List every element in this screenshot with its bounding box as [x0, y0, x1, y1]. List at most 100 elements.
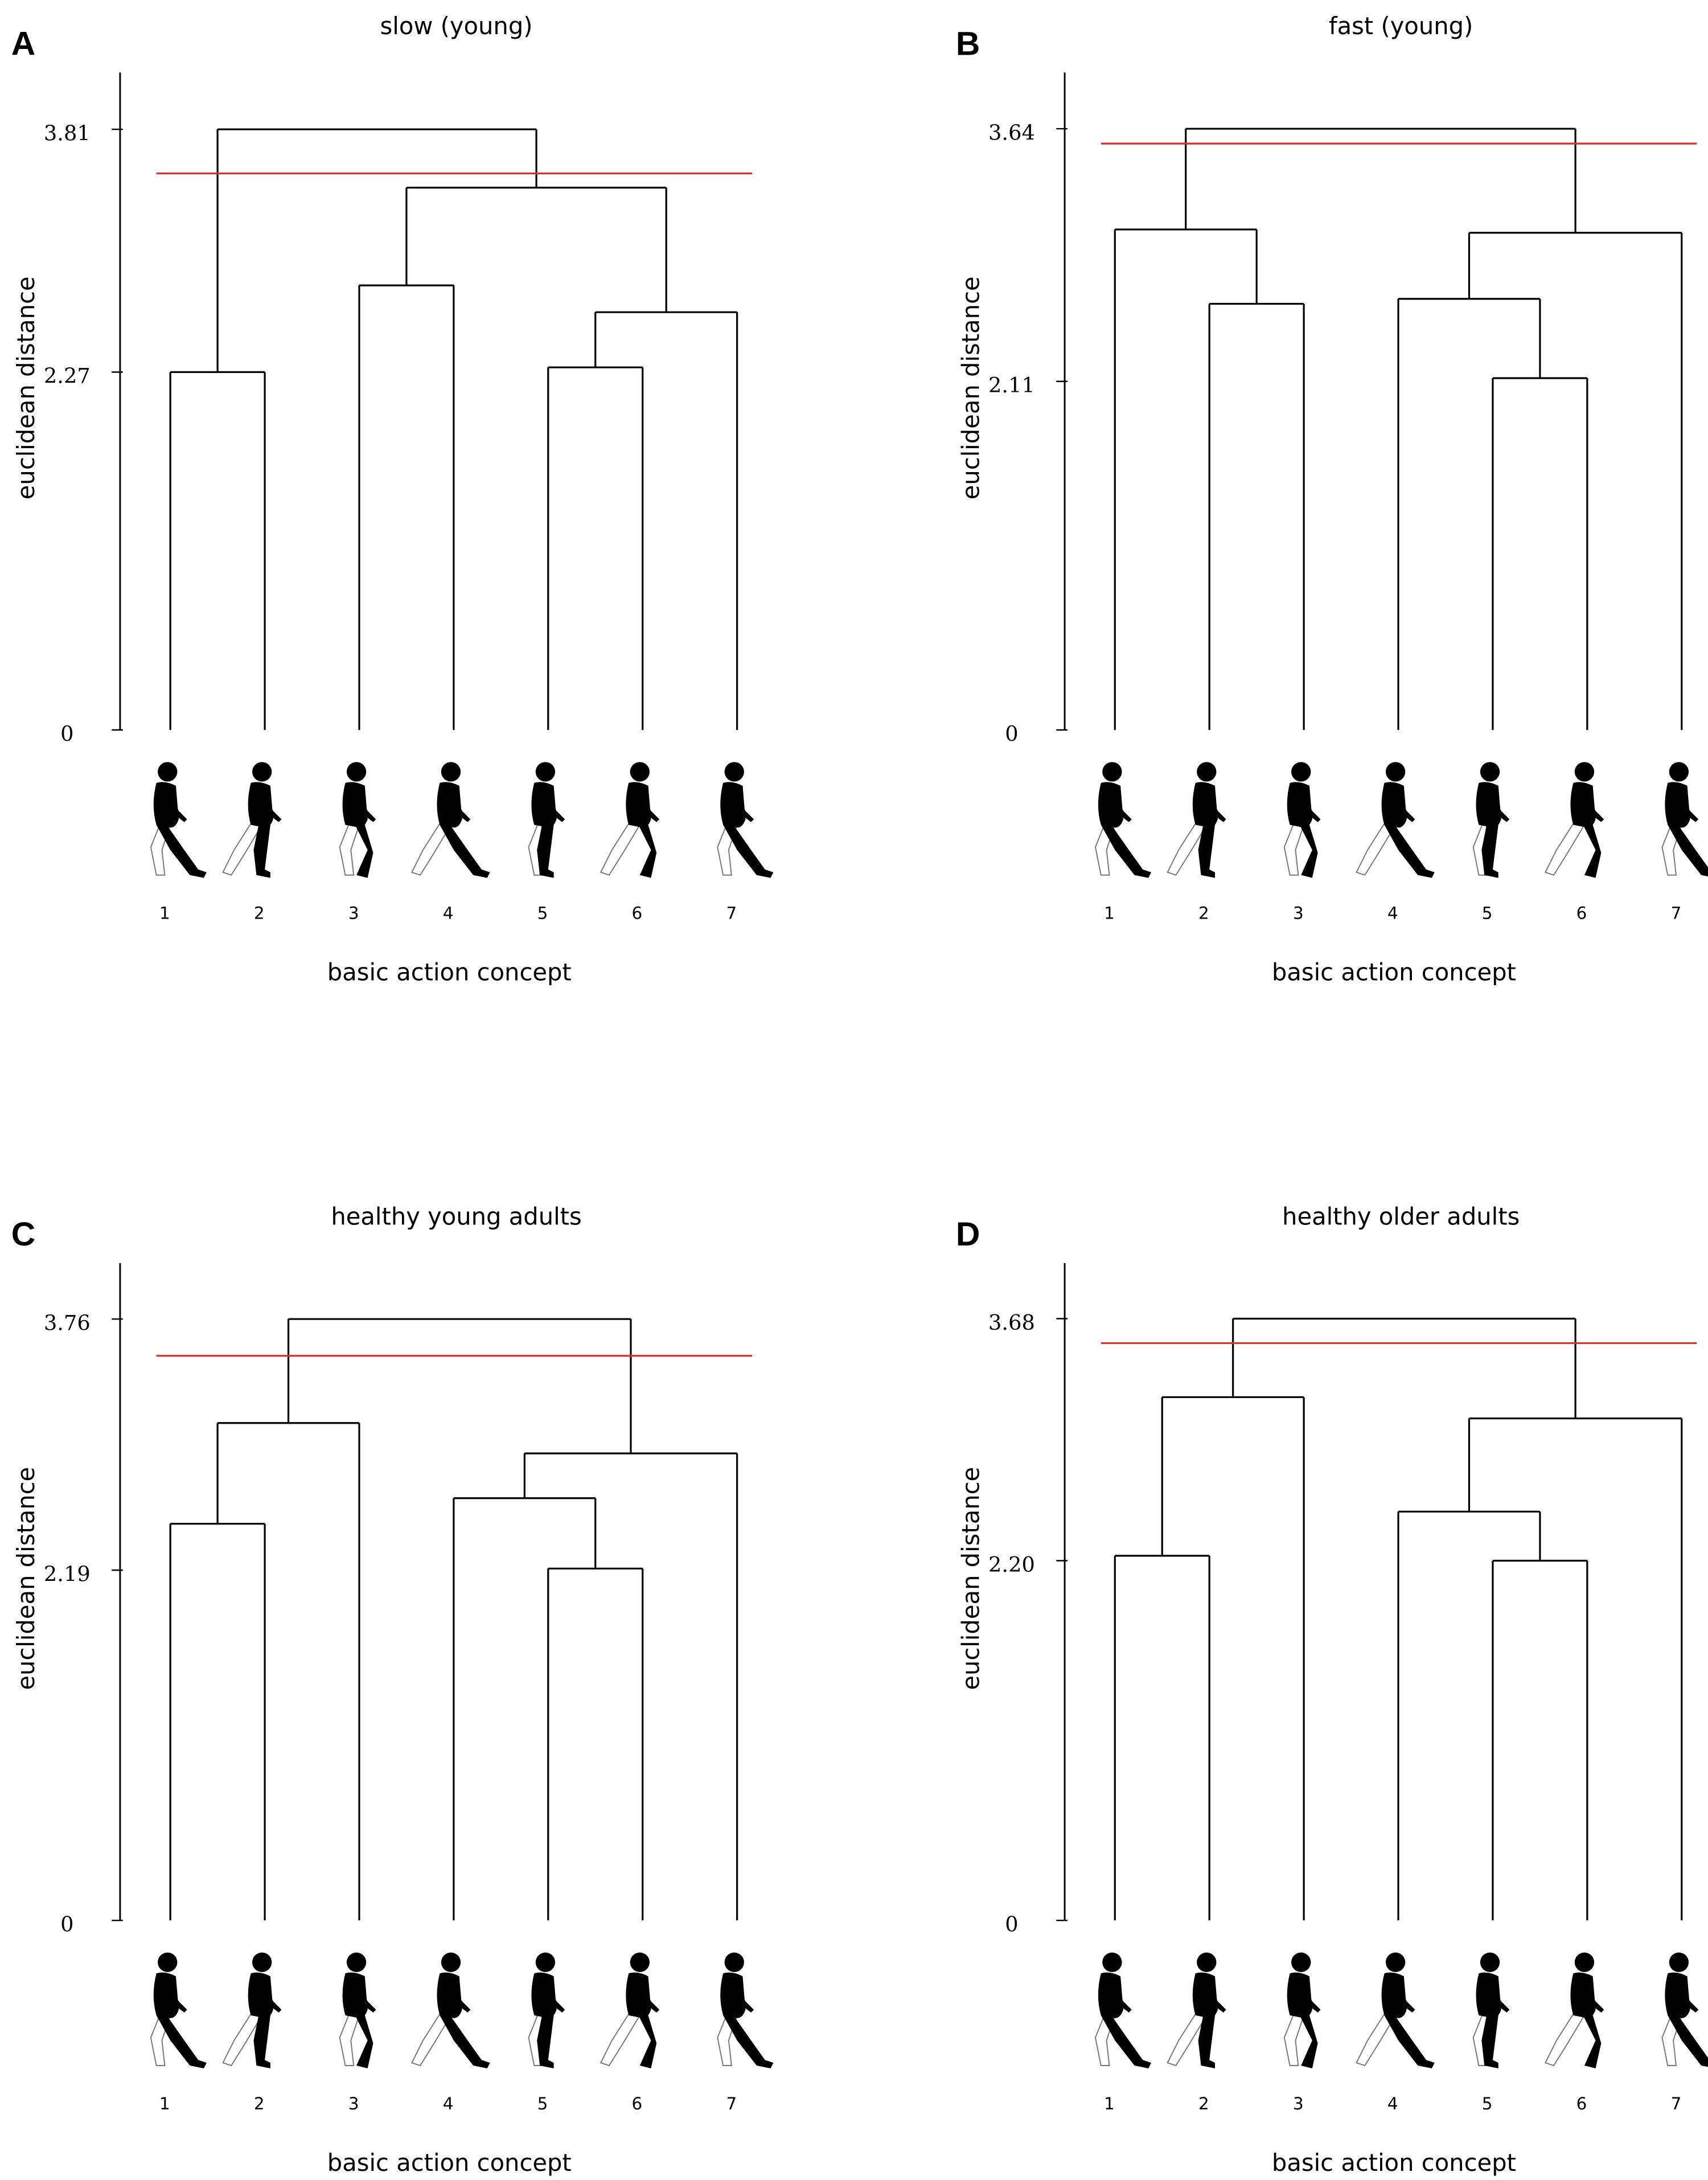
- leaf-label: 6: [632, 2094, 643, 2113]
- walker-front-leg: [723, 822, 774, 878]
- y-tick-label: 3.76: [44, 1310, 91, 1335]
- leaf-label: 6: [632, 904, 643, 923]
- walker-arm: [1201, 1979, 1226, 2013]
- walker-front-leg: [1668, 822, 1708, 876]
- walker-body: [342, 1972, 368, 2018]
- walker-head: [1574, 762, 1595, 782]
- walker-head: [1197, 762, 1217, 782]
- walker-arm: [1673, 1979, 1699, 2013]
- walker-arm: [1390, 1979, 1415, 2013]
- walker-body: [1665, 1972, 1690, 2018]
- y-axis-label: euclidean distance: [956, 276, 984, 499]
- y-tick-label: 3.64: [988, 120, 1035, 145]
- walker-body: [720, 1972, 746, 2018]
- walker-back-leg: [1283, 818, 1305, 876]
- walker-arm: [1579, 1979, 1604, 2013]
- walker-body: [1381, 1972, 1407, 2018]
- walker-front-leg: [253, 2012, 270, 2068]
- y-tick-label: 2.11: [988, 373, 1035, 398]
- walker-icon: [528, 762, 565, 878]
- leaf-label: 7: [1671, 2094, 1682, 2113]
- walker-arm: [540, 788, 565, 822]
- walker-body: [626, 1972, 651, 2018]
- walker-head: [1102, 1952, 1122, 1972]
- walker-head: [252, 1952, 272, 1972]
- leaf-label: 3: [348, 2094, 359, 2113]
- walker-head: [346, 1952, 367, 1972]
- walker-icon: [1356, 1952, 1435, 2068]
- walker-icon: [1167, 762, 1226, 878]
- walker-front-leg: [1298, 822, 1318, 878]
- panel-letter: A: [11, 25, 35, 62]
- leaf-label: 3: [1293, 2094, 1304, 2113]
- walker-front-leg: [1198, 822, 1215, 878]
- walker-icon: [1094, 1952, 1151, 2068]
- walker-front-leg: [440, 822, 490, 878]
- walker-front-leg: [440, 2012, 490, 2068]
- walker-body: [626, 782, 651, 828]
- walker-body: [248, 1972, 273, 2018]
- walker-front-leg: [723, 2012, 774, 2068]
- walker-front-leg: [253, 822, 270, 878]
- walker-arm: [351, 788, 376, 822]
- walker-icon: [339, 762, 376, 878]
- walker-head: [1669, 762, 1689, 782]
- walker-back-leg: [600, 2009, 641, 2067]
- walker-head: [1291, 1952, 1311, 1972]
- walker-icon: [1544, 1952, 1604, 2068]
- walker-icon: [1356, 762, 1435, 878]
- walker-back-leg: [1544, 2009, 1586, 2067]
- walker-icon: [1283, 762, 1321, 878]
- leaf-label: 5: [1482, 904, 1493, 923]
- y-tick-label: 0: [60, 722, 73, 746]
- walker-body: [1192, 1972, 1218, 2018]
- leaf-label: 3: [1293, 904, 1304, 923]
- walker-head: [1669, 1952, 1689, 1972]
- leaf-label: 1: [159, 904, 170, 923]
- walker-arm: [634, 788, 660, 822]
- walker-body: [437, 1972, 462, 2018]
- panel-title: slow (young): [380, 12, 533, 40]
- walker-body: [248, 782, 273, 828]
- leaf-label: 5: [1482, 2094, 1493, 2113]
- walker-arm: [162, 788, 187, 822]
- walker-icon: [150, 1952, 207, 2068]
- walker-body: [342, 782, 368, 828]
- walker-front-leg: [637, 2012, 657, 2068]
- leaf-label: 1: [159, 2094, 170, 2113]
- walker-front-leg: [537, 822, 554, 878]
- walker-icon: [600, 1952, 660, 2068]
- walker-head: [535, 1952, 556, 1972]
- walker-icon: [1544, 762, 1604, 878]
- walker-head: [346, 762, 367, 782]
- walker-icon: [1094, 762, 1151, 878]
- walker-head: [441, 1952, 461, 1972]
- leaf-label: 4: [443, 2094, 454, 2113]
- walker-icon: [1661, 762, 1708, 876]
- walker-front-leg: [1582, 2012, 1602, 2068]
- walker-head: [724, 762, 744, 782]
- walker-head: [158, 762, 178, 782]
- panel-title: fast (young): [1329, 12, 1473, 40]
- walker-front-leg: [637, 822, 657, 878]
- walker-icon: [1472, 762, 1510, 878]
- y-tick-label: 3.68: [988, 1310, 1035, 1335]
- walker-body: [437, 782, 462, 828]
- walker-arm: [445, 1979, 471, 2013]
- walker-head: [252, 762, 272, 782]
- walker-head: [535, 762, 556, 782]
- walker-icon: [222, 1952, 282, 2068]
- walker-front-leg: [1384, 2012, 1435, 2068]
- leaf-label: 1: [1104, 2094, 1115, 2113]
- walker-icon: [528, 1952, 565, 2068]
- panel-letter: D: [956, 1216, 980, 1253]
- walker-front-leg: [354, 822, 373, 878]
- walker-arm: [728, 1979, 754, 2013]
- walker-arm: [1484, 788, 1510, 822]
- leaf-label: 3: [348, 904, 359, 923]
- x-axis-label: basic action concept: [1272, 958, 1516, 986]
